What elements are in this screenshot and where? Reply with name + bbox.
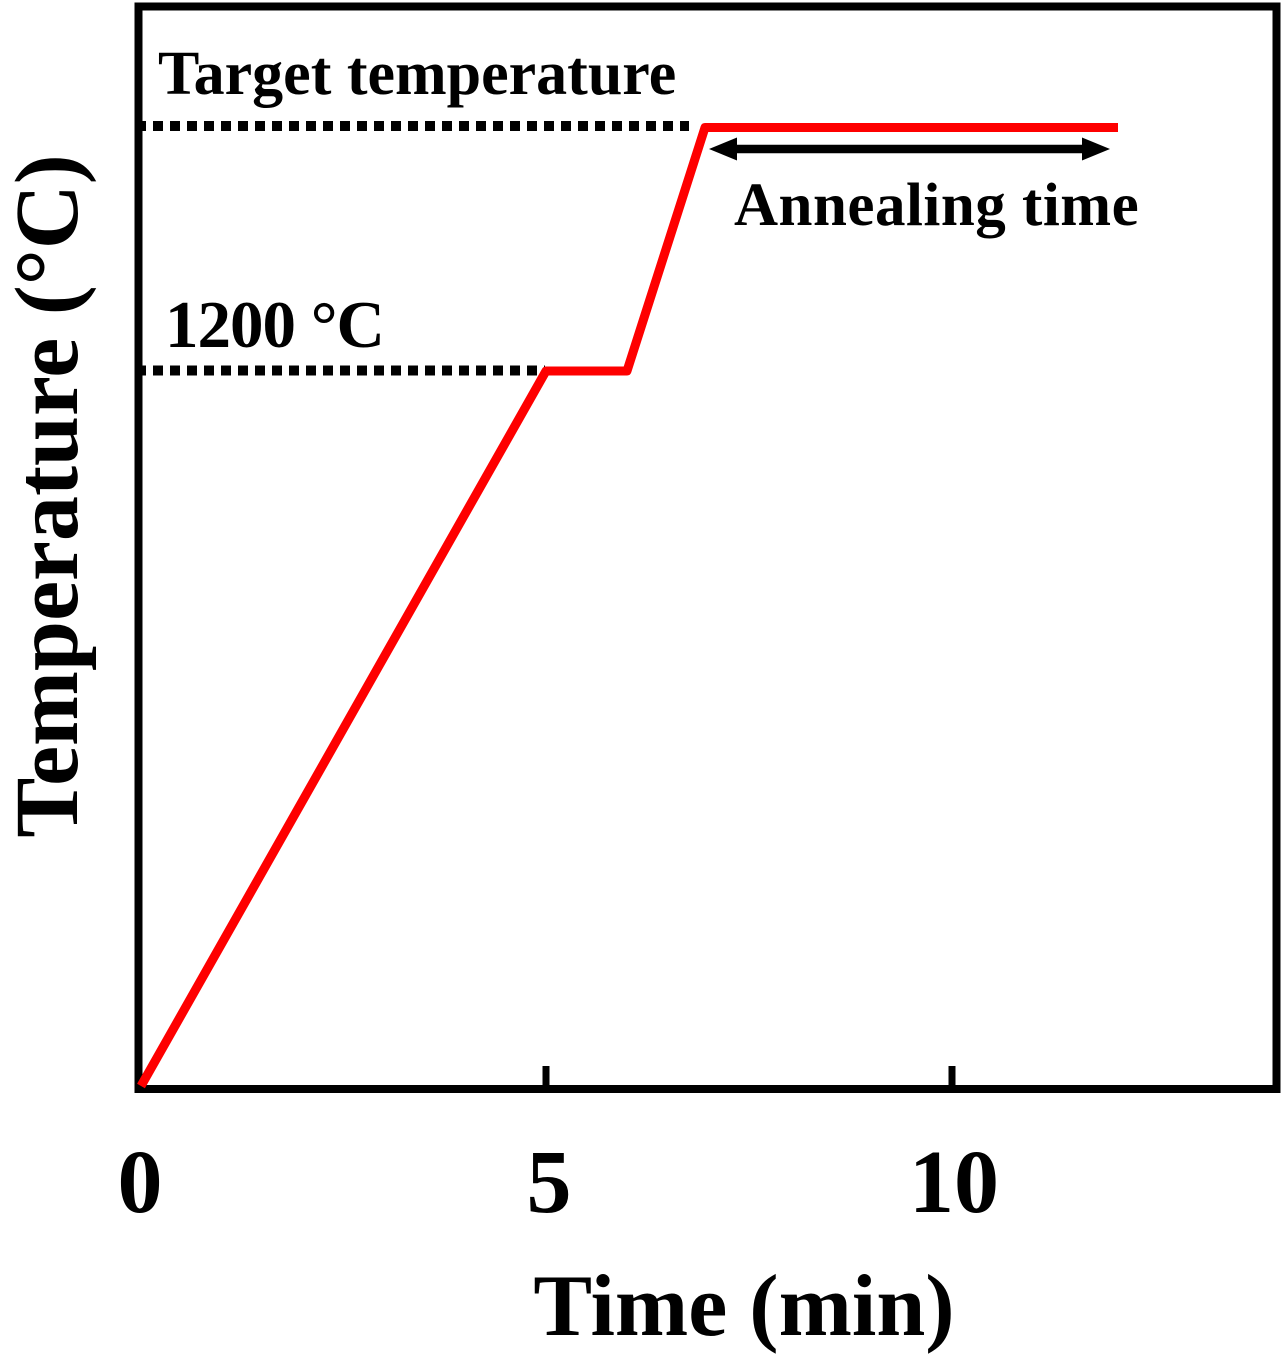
- svg-text:1200 °C: 1200 °C: [165, 288, 384, 362]
- svg-text:0: 0: [118, 1133, 163, 1232]
- svg-text:Temperature (°C): Temperature (°C): [0, 154, 97, 837]
- svg-text:5: 5: [527, 1133, 572, 1232]
- svg-text:10: 10: [909, 1133, 999, 1232]
- svg-text:Annealing time: Annealing time: [734, 172, 1139, 239]
- svg-text:Time (min): Time (min): [533, 1258, 954, 1355]
- svg-text:Target temperature: Target temperature: [158, 40, 676, 108]
